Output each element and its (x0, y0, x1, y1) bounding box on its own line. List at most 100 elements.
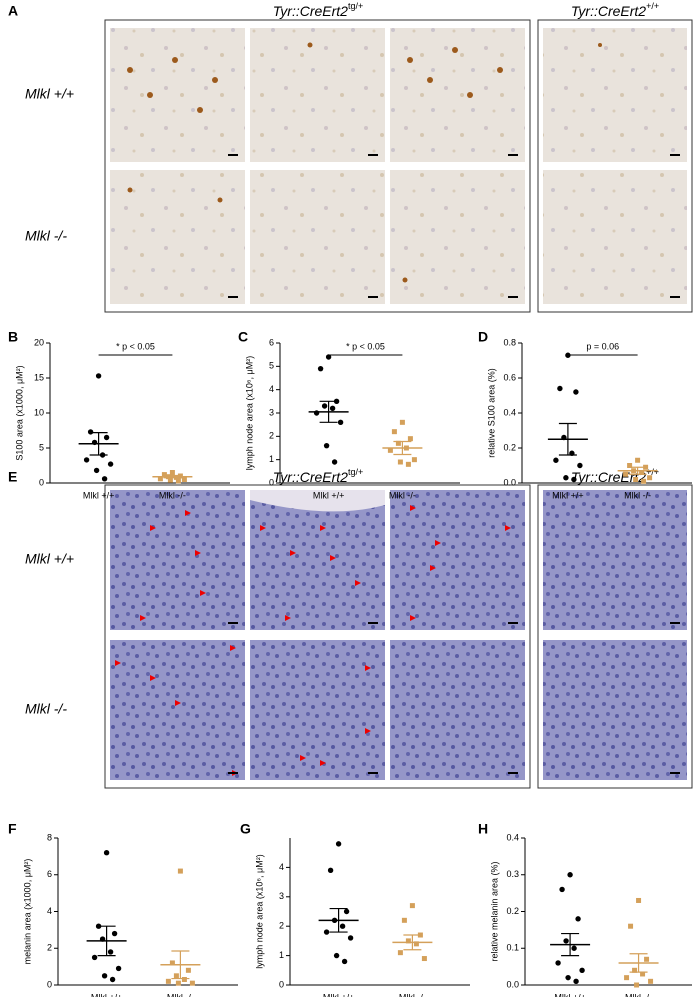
data-point (173, 973, 179, 979)
data-point (347, 935, 354, 941)
column-header: Tyr::CreErt2+/+ (571, 1, 659, 18)
panel-label: C (238, 329, 248, 345)
data-point (391, 429, 397, 435)
y-tick-label: 1 (279, 950, 284, 960)
data-point (405, 938, 411, 944)
micrograph (110, 640, 245, 780)
data-point (115, 965, 122, 972)
header-superscript: +/+ (646, 467, 659, 477)
frame (104, 484, 531, 789)
data-point (647, 475, 653, 481)
arrowheads (115, 505, 511, 776)
data-point (181, 976, 187, 982)
micrograph (250, 28, 385, 162)
y-axis-label: relative S100 area (%) (486, 368, 496, 458)
data-point (321, 403, 328, 409)
data-point (636, 897, 642, 903)
data-point (107, 949, 114, 955)
data-point (325, 354, 332, 360)
y-tick-label: 4 (47, 906, 52, 916)
panel-label: E (8, 469, 17, 485)
data-point (323, 929, 330, 935)
data-point (337, 419, 344, 426)
data-point (167, 477, 173, 483)
y-tick-label: 2 (279, 921, 284, 931)
x-tick-label: Mlkl +/+ (313, 490, 345, 500)
data-point (575, 916, 581, 922)
row-label: Mlkl +/+ (25, 86, 74, 102)
scale-bars (228, 622, 680, 774)
data-point (633, 477, 639, 482)
data-point (577, 462, 583, 469)
data-point (413, 941, 419, 947)
data-point (157, 476, 163, 482)
frame (104, 19, 531, 313)
data-point (95, 373, 102, 379)
y-tick-label: 0 (39, 477, 44, 487)
data-point (83, 457, 90, 463)
data-point (161, 472, 167, 478)
header-text: Tyr::CreErt2 (273, 469, 348, 485)
data-point (323, 442, 330, 449)
x-tick-label: Mlkl +/+ (554, 992, 586, 997)
data-point (555, 960, 561, 966)
significance-label: p = 0.06 (586, 341, 619, 351)
data-point (169, 470, 175, 475)
data-point (648, 978, 654, 984)
y-tick-label: 5 (39, 442, 44, 452)
y-tick-label: 6 (269, 337, 274, 347)
y-tick-label: 0.0 (506, 979, 519, 989)
y-tick-label: 0.2 (503, 442, 516, 452)
data-point (421, 956, 427, 962)
x-tick-label: Mlkl +/+ (552, 490, 584, 500)
x-tick-label: Mlkl -/- (624, 490, 651, 500)
data-point (579, 967, 585, 973)
data-point (175, 980, 181, 986)
data-point (93, 467, 100, 474)
x-tick-label: Mlkl -/- (399, 992, 426, 997)
data-point (103, 850, 110, 856)
y-tick-label: 0.8 (503, 337, 516, 347)
y-axis-label: lymph node area (x10⁶, μM²) (244, 356, 254, 470)
data-point (640, 971, 646, 977)
data-point (87, 429, 94, 435)
panel-label: G (240, 821, 251, 837)
data-point (111, 930, 118, 937)
y-tick-label: 6 (47, 869, 52, 879)
data-point (343, 908, 350, 915)
frame (537, 19, 693, 313)
y-tick-label: 8 (47, 832, 52, 842)
data-point (91, 954, 98, 961)
data-point (175, 478, 181, 484)
y-tick-label: 20 (34, 337, 44, 347)
micrograph (110, 28, 245, 162)
micrograph (390, 640, 525, 780)
data-point (333, 952, 340, 959)
data-point (628, 923, 634, 929)
header-text: Tyr::CreErt2 (571, 3, 646, 19)
x-tick-label: Mlkl -/- (389, 490, 416, 500)
y-tick-label: 4 (269, 384, 274, 394)
x-tick-label: Mlkl -/- (625, 992, 652, 997)
data-point (641, 478, 647, 484)
micrograph (250, 640, 385, 780)
image-panel-e (104, 484, 693, 789)
data-point (185, 967, 191, 973)
data-point (405, 461, 411, 467)
x-tick-label: Mlkl -/- (167, 992, 194, 997)
panel-label: A (8, 3, 18, 19)
y-axis-label: melanin area (x1000, μM²) (22, 859, 32, 965)
panel-label: D (478, 329, 488, 345)
data-point (109, 976, 116, 983)
data-point (563, 475, 569, 481)
y-tick-label: 0 (269, 477, 274, 487)
data-point (563, 938, 569, 944)
image-panel-a (104, 19, 693, 313)
x-tick-label: Mlkl +/+ (323, 992, 355, 997)
data-point (407, 436, 413, 442)
data-point (107, 461, 114, 467)
data-point (169, 960, 175, 966)
data-point (559, 886, 565, 893)
